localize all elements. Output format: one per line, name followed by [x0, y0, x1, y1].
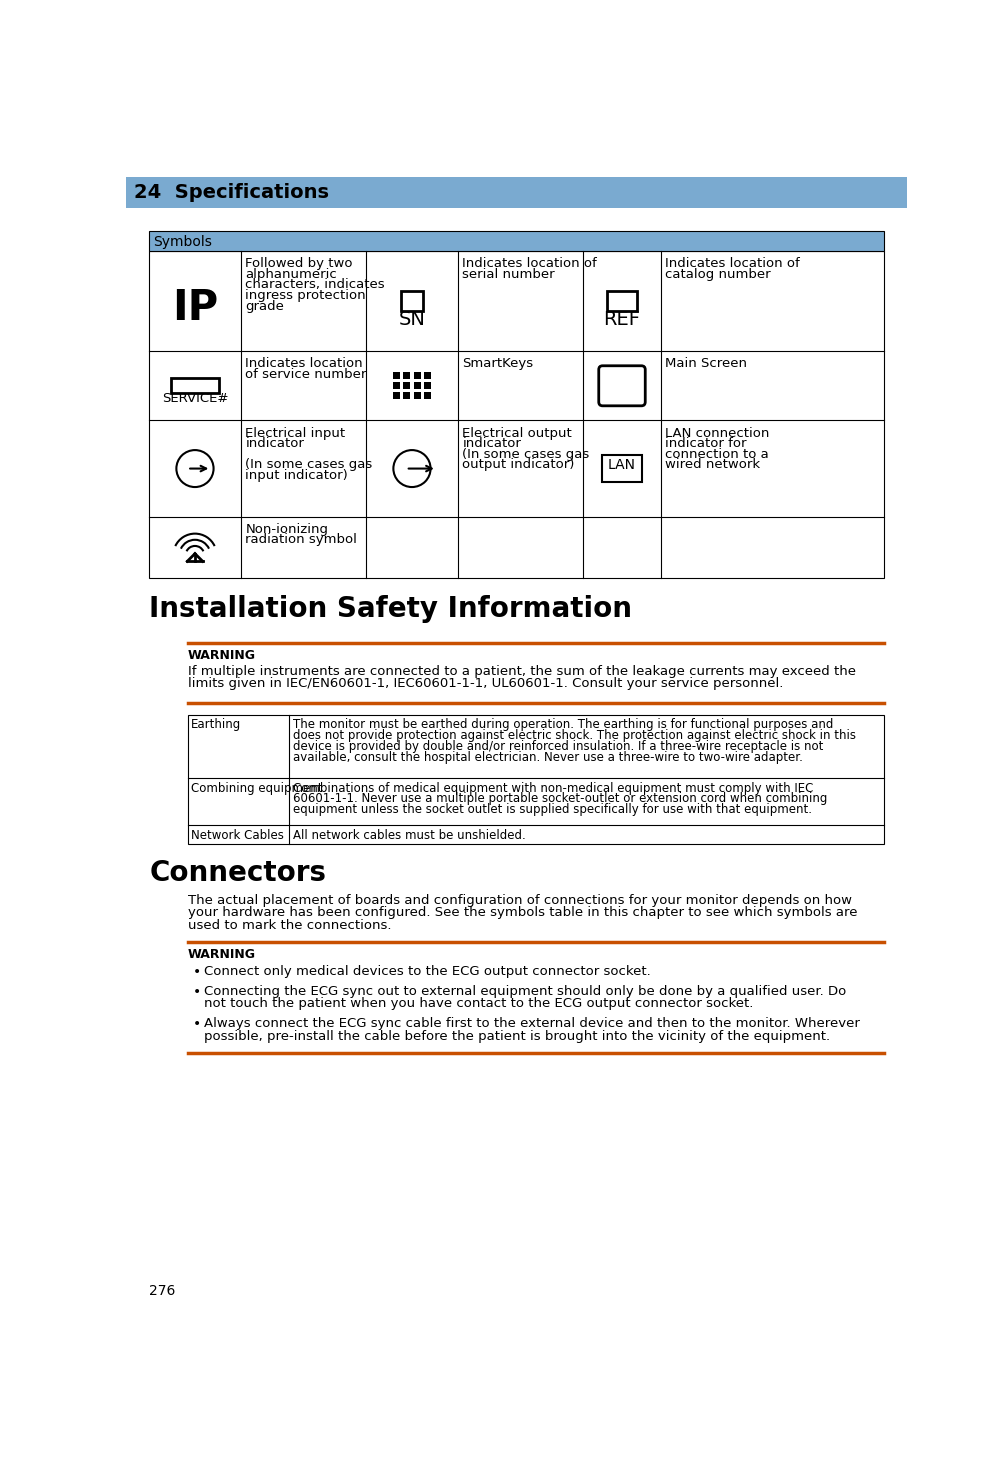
Text: serial number: serial number: [463, 267, 555, 280]
Text: The monitor must be earthed during operation. The earthing is for functional pur: The monitor must be earthed during opera…: [292, 719, 833, 732]
Text: Combinations of medical equipment with non-medical equipment must comply with IE: Combinations of medical equipment with n…: [292, 782, 813, 794]
Text: All network cables must be unshielded.: All network cables must be unshielded.: [292, 830, 525, 843]
Text: WARNING: WARNING: [188, 948, 256, 961]
Text: 24  Specifications: 24 Specifications: [134, 183, 329, 202]
Text: input indicator): input indicator): [245, 469, 348, 483]
Bar: [413, 372, 420, 379]
Bar: [393, 372, 400, 379]
Bar: [393, 393, 400, 400]
Text: REF: REF: [604, 310, 640, 329]
Text: (In some cases gas: (In some cases gas: [245, 459, 373, 471]
Text: wired network: wired network: [665, 459, 760, 471]
Text: Indicates location of: Indicates location of: [463, 257, 597, 270]
Text: not touch the patient when you have contact to the ECG output connector socket.: not touch the patient when you have cont…: [204, 998, 753, 1010]
Bar: [126, 177, 907, 208]
Text: Followed by two: Followed by two: [245, 257, 353, 270]
Text: •: •: [193, 1017, 201, 1032]
Text: ingress protection: ingress protection: [245, 289, 366, 303]
Text: Indicates location: Indicates location: [245, 357, 363, 370]
Bar: [188, 714, 884, 844]
Text: Electrical output: Electrical output: [463, 427, 573, 440]
Text: The actual placement of boards and configuration of connections for your monitor: The actual placement of boards and confi…: [188, 894, 852, 906]
FancyBboxPatch shape: [599, 366, 645, 406]
Text: •: •: [193, 965, 201, 979]
Bar: [403, 393, 410, 400]
Bar: [413, 382, 420, 390]
Bar: [149, 251, 884, 579]
Bar: [403, 372, 410, 379]
Text: Installation Safety Information: Installation Safety Information: [149, 595, 632, 623]
Text: radiation symbol: radiation symbol: [245, 533, 357, 546]
Text: equipment unless the socket outlet is supplied specifically for use with that eq: equipment unless the socket outlet is su…: [292, 803, 811, 816]
Text: characters, indicates: characters, indicates: [245, 279, 385, 291]
Text: available, consult the hospital electrician. Never use a three-wire to two-wire : available, consult the hospital electric…: [292, 751, 802, 763]
Text: Always connect the ECG sync cable first to the external device and then to the m: Always connect the ECG sync cable first …: [204, 1017, 860, 1030]
Text: •: •: [193, 984, 201, 999]
Text: used to mark the connections.: used to mark the connections.: [188, 918, 391, 931]
Text: SmartKeys: SmartKeys: [463, 357, 533, 370]
Text: Combining equipment: Combining equipment: [192, 782, 323, 794]
Bar: [403, 382, 410, 390]
Bar: [602, 455, 642, 483]
Text: (In some cases gas: (In some cases gas: [463, 447, 590, 461]
Text: of service number: of service number: [245, 368, 367, 381]
Bar: [170, 378, 220, 393]
Text: If multiple instruments are connected to a patient, the sum of the leakage curre: If multiple instruments are connected to…: [188, 664, 856, 677]
Bar: [393, 382, 400, 390]
Text: connection to a: connection to a: [665, 447, 769, 461]
Text: possible, pre-install the cable before the patient is brought into the vicinity : possible, pre-install the cable before t…: [204, 1030, 830, 1042]
Text: Connect only medical devices to the ECG output connector socket.: Connect only medical devices to the ECG …: [204, 965, 650, 977]
Text: indicator: indicator: [245, 437, 304, 450]
Text: Main Screen: Main Screen: [665, 357, 747, 370]
Text: WARNING: WARNING: [188, 649, 256, 663]
Text: alphanumeric: alphanumeric: [245, 267, 337, 280]
Text: IP: IP: [171, 288, 218, 329]
Text: Connecting the ECG sync out to external equipment should only be done by a quali: Connecting the ECG sync out to external …: [204, 984, 846, 998]
Text: your hardware has been configured. See the symbols table in this chapter to see : your hardware has been configured. See t…: [188, 906, 858, 920]
Bar: [149, 232, 884, 251]
Text: catalog number: catalog number: [665, 267, 771, 280]
Text: Symbols: Symbols: [153, 235, 212, 249]
Bar: [401, 291, 423, 311]
Bar: [423, 382, 430, 390]
Text: Non-ionizing: Non-ionizing: [245, 523, 329, 536]
Text: Connectors: Connectors: [149, 859, 327, 887]
Text: limits given in IEC/EN60601-1, IEC60601-1-1, UL60601-1. Consult your service per: limits given in IEC/EN60601-1, IEC60601-…: [188, 677, 783, 689]
Bar: [423, 393, 430, 400]
Text: 276: 276: [149, 1284, 175, 1299]
Text: does not provide protection against electric shock. The protection against elect: does not provide protection against elec…: [292, 729, 856, 742]
Text: grade: grade: [245, 300, 284, 313]
Bar: [423, 372, 430, 379]
Text: SERVICE#: SERVICE#: [161, 391, 228, 404]
Text: Indicates location of: Indicates location of: [665, 257, 800, 270]
Text: SN: SN: [398, 310, 425, 329]
Bar: [607, 291, 637, 311]
Text: Electrical input: Electrical input: [245, 427, 346, 440]
Text: device is provided by double and/or reinforced insulation. If a three-wire recep: device is provided by double and/or rein…: [292, 739, 823, 753]
Text: LAN: LAN: [608, 458, 636, 472]
Bar: [413, 393, 420, 400]
Text: output indicator): output indicator): [463, 459, 575, 471]
Text: indicator for: indicator for: [665, 437, 747, 450]
Text: indicator: indicator: [463, 437, 521, 450]
Text: LAN connection: LAN connection: [665, 427, 770, 440]
Text: 60601-1-1. Never use a multiple portable socket-outlet or extension cord when co: 60601-1-1. Never use a multiple portable…: [292, 793, 827, 806]
Text: Earthing: Earthing: [192, 719, 241, 732]
Text: Network Cables: Network Cables: [192, 830, 284, 843]
